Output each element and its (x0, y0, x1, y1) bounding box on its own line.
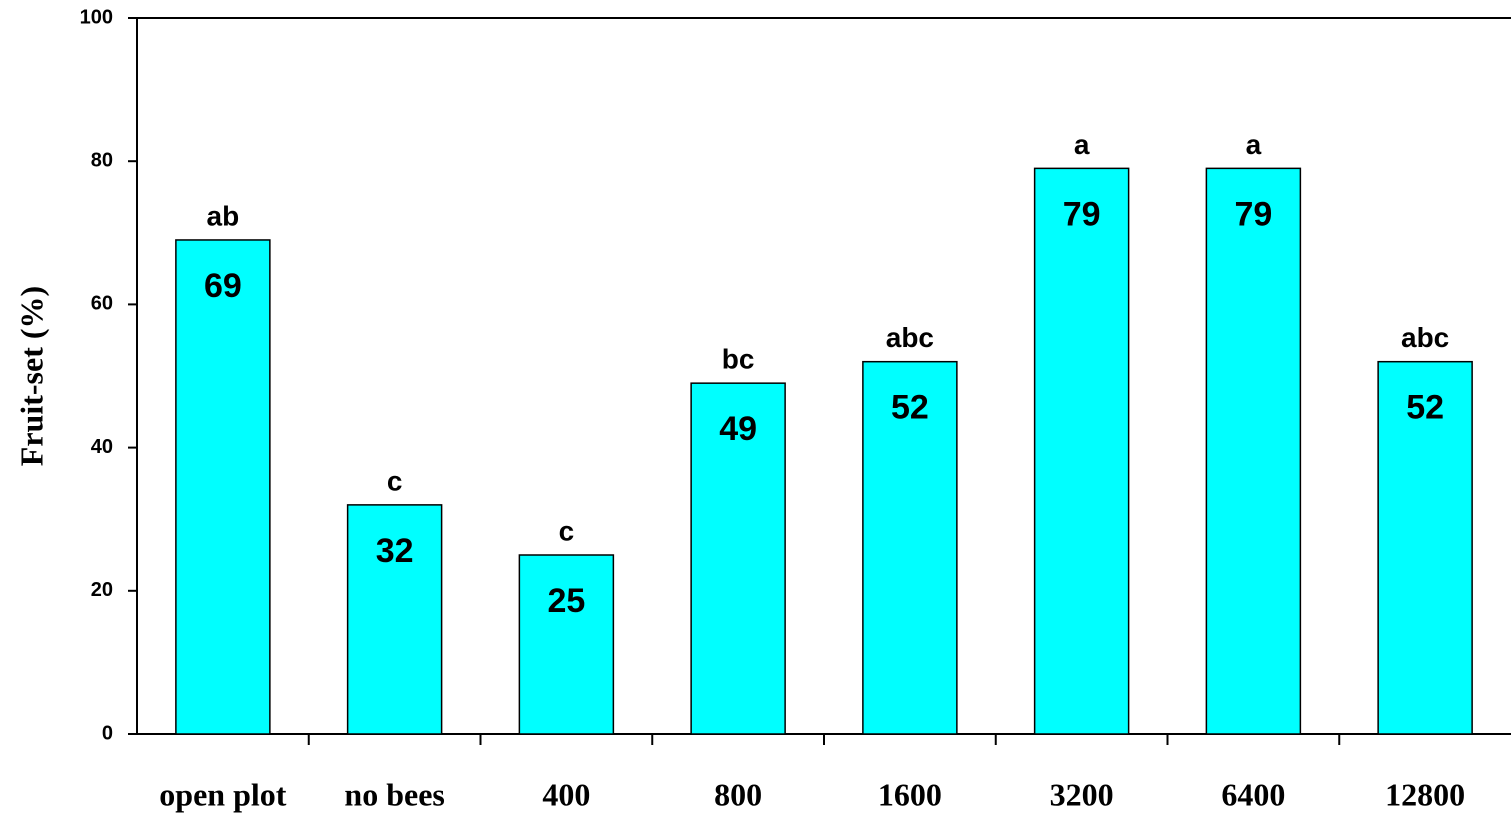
x-tick-label: 400 (542, 776, 590, 812)
annotation: a (1074, 129, 1090, 160)
value-label: 52 (1406, 389, 1444, 427)
x-tick-label: open plot (159, 776, 286, 812)
x-tick-label: 800 (714, 776, 762, 812)
bar (1205, 167, 1302, 735)
value-label: 69 (204, 267, 242, 305)
value-label: 79 (1063, 195, 1101, 233)
x-tick-label: 6400 (1221, 776, 1285, 812)
value-label: 79 (1234, 195, 1272, 233)
bar (1377, 360, 1473, 735)
value-label: 49 (719, 410, 757, 448)
y-tick-label: 80 (91, 149, 113, 171)
annotation: abc (886, 322, 934, 353)
x-tick-label: no bees (344, 776, 444, 812)
bar (346, 504, 443, 735)
bar (518, 554, 615, 735)
annotation: bc (722, 344, 755, 375)
bar (175, 239, 271, 735)
annotation: a (1246, 129, 1262, 160)
annotation: ab (207, 200, 240, 231)
y-tick-label: 0 (102, 722, 113, 744)
bar (690, 382, 786, 735)
y-axis-label: Fruit-set (%) (13, 286, 49, 466)
value-label: 32 (376, 532, 414, 570)
x-tick-label: 12800 (1385, 776, 1465, 812)
y-tick-label: 20 (91, 579, 113, 601)
y-tick-label: 60 (91, 293, 113, 315)
value-label: 52 (891, 389, 929, 427)
annotation: c (559, 515, 575, 546)
bar (1033, 167, 1130, 735)
annotation: abc (1401, 322, 1449, 353)
y-tick-label: 100 (80, 6, 113, 28)
x-tick-label: 1600 (878, 776, 942, 812)
value-label: 25 (547, 582, 585, 620)
x-tick-label: 3200 (1050, 776, 1114, 812)
y-tick-label: 40 (91, 436, 113, 458)
annotation: c (387, 465, 403, 496)
bar (862, 360, 958, 735)
